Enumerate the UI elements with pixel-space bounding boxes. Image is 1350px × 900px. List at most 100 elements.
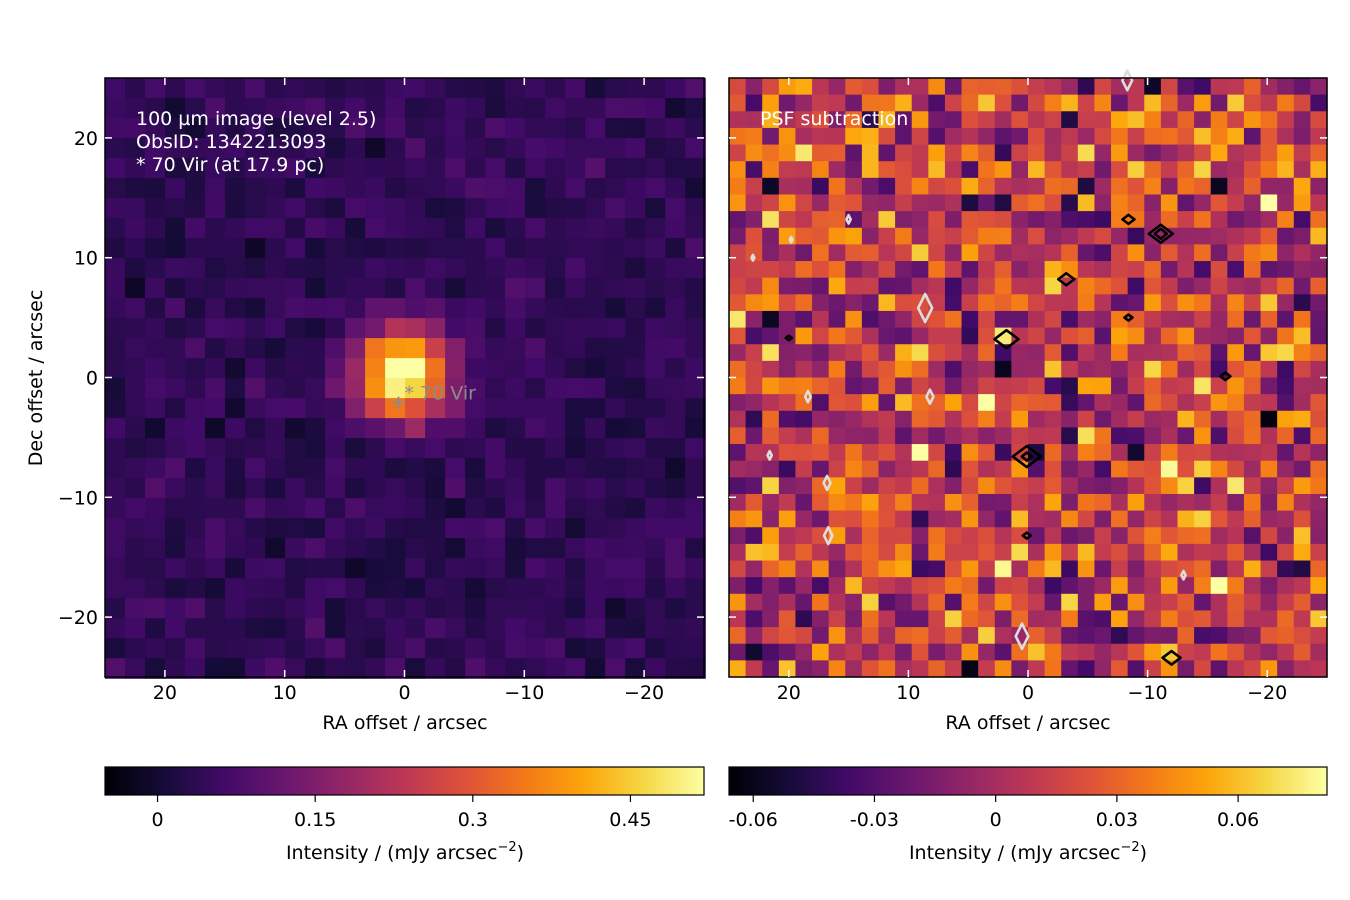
heatmap-pixel xyxy=(245,278,266,299)
heatmap-pixel xyxy=(165,458,186,479)
heatmap-pixel xyxy=(795,144,813,162)
heatmap-pixel xyxy=(585,178,606,199)
heatmap-pixel xyxy=(245,658,266,679)
heatmap-pixel xyxy=(205,358,226,379)
heatmap-pixel xyxy=(1144,460,1162,478)
heatmap-pixel xyxy=(944,560,963,578)
heatmap-pixel xyxy=(1094,377,1112,395)
heatmap-pixel xyxy=(105,558,126,579)
heatmap-pixel xyxy=(729,410,747,429)
heatmap-pixel xyxy=(878,643,896,661)
heatmap-pixel xyxy=(485,338,506,359)
heatmap-pixel xyxy=(605,398,626,419)
heatmap-pixel xyxy=(795,94,813,112)
heatmap-pixel xyxy=(465,258,486,279)
heatmap-pixel xyxy=(245,498,266,519)
x-tick-label: −10 xyxy=(504,682,544,704)
heatmap-pixel xyxy=(961,161,979,179)
heatmap-pixel xyxy=(125,178,146,199)
heatmap-pixel xyxy=(405,178,426,199)
heatmap-pixel xyxy=(385,338,406,359)
heatmap-pixel xyxy=(895,360,913,379)
heatmap-pixel xyxy=(485,98,506,119)
heatmap-pixel xyxy=(425,338,446,359)
heatmap-pixel xyxy=(425,258,446,279)
heatmap-pixel xyxy=(1227,327,1245,345)
heatmap-pixel xyxy=(1061,577,1079,595)
heatmap-pixel xyxy=(1144,660,1162,678)
heatmap-pixel xyxy=(305,458,326,479)
heatmap-pixel xyxy=(978,78,996,96)
heatmap-pixel xyxy=(465,618,486,639)
heatmap-pixel xyxy=(1144,493,1162,512)
heatmap-pixel xyxy=(895,78,913,96)
heatmap-pixel xyxy=(105,218,126,239)
heatmap-pixel xyxy=(465,118,486,139)
heatmap-pixel xyxy=(585,338,606,359)
heatmap-pixel xyxy=(505,158,526,179)
heatmap-pixel xyxy=(1028,377,1046,395)
heatmap-pixel xyxy=(928,577,946,595)
heatmap-pixel xyxy=(245,78,266,99)
heatmap-pixel xyxy=(1094,477,1112,495)
heatmap-pixel xyxy=(994,294,1012,312)
heatmap-pixel xyxy=(405,138,426,159)
heatmap-pixel xyxy=(345,238,366,259)
heatmap-pixel xyxy=(625,78,646,99)
heatmap-pixel xyxy=(994,593,1012,612)
heatmap-pixel xyxy=(745,610,763,628)
heatmap-pixel xyxy=(305,438,326,459)
heatmap-pixel xyxy=(911,477,929,495)
heatmap-pixel xyxy=(1111,161,1129,179)
heatmap-pixel xyxy=(1044,560,1062,578)
heatmap-pixel xyxy=(545,418,566,439)
heatmap-pixel xyxy=(928,543,946,562)
heatmap-pixel xyxy=(845,610,863,628)
heatmap-pixel xyxy=(1194,344,1212,362)
heatmap-pixel xyxy=(605,118,626,139)
contour xyxy=(1014,622,1030,651)
heatmap-pixel xyxy=(1210,261,1228,279)
heatmap-pixel xyxy=(1310,277,1328,295)
heatmap-pixel xyxy=(994,560,1012,578)
heatmap-pixel xyxy=(1227,394,1245,412)
heatmap-pixel xyxy=(1293,627,1311,645)
heatmap-pixel xyxy=(1127,127,1145,146)
heatmap-pixel xyxy=(1144,560,1162,578)
heatmap-pixel xyxy=(325,98,346,119)
heatmap-pixel xyxy=(1044,78,1062,96)
heatmap-pixel xyxy=(729,643,747,661)
heatmap-pixel xyxy=(1028,277,1046,295)
x-tick-label: 10 xyxy=(273,682,297,704)
heatmap-pixel xyxy=(445,138,466,159)
heatmap-pixel xyxy=(625,558,646,579)
heatmap-pixel xyxy=(729,177,747,196)
heatmap-pixel xyxy=(405,218,426,239)
heatmap-pixel xyxy=(994,543,1012,562)
heatmap-pixel xyxy=(928,527,946,545)
heatmap-pixel xyxy=(245,638,266,659)
heatmap-pixel xyxy=(365,298,386,319)
heatmap-pixel xyxy=(828,377,846,395)
heatmap-pixel xyxy=(812,510,830,528)
heatmap-pixel xyxy=(1260,194,1278,212)
contour xyxy=(788,235,794,244)
heatmap-pixel xyxy=(1210,593,1228,612)
heatmap-pixel xyxy=(445,618,466,639)
heatmap-pixel xyxy=(1227,510,1245,528)
heatmap-pixel xyxy=(1094,510,1112,528)
heatmap-pixel xyxy=(465,638,486,659)
heatmap-pixel xyxy=(878,610,896,628)
heatmap-pixel xyxy=(878,194,896,212)
heatmap-pixel xyxy=(1177,493,1195,512)
heatmap-pixel xyxy=(285,418,306,439)
heatmap-pixel xyxy=(345,398,366,419)
heatmap-pixel xyxy=(1293,344,1311,362)
heatmap-pixel xyxy=(385,598,406,619)
heatmap-pixel xyxy=(685,278,706,299)
heatmap-pixel xyxy=(545,598,566,619)
contour xyxy=(1121,69,1134,92)
heatmap-pixel xyxy=(545,98,566,119)
heatmap-pixel xyxy=(1077,627,1096,645)
heatmap-pixel xyxy=(325,198,346,219)
